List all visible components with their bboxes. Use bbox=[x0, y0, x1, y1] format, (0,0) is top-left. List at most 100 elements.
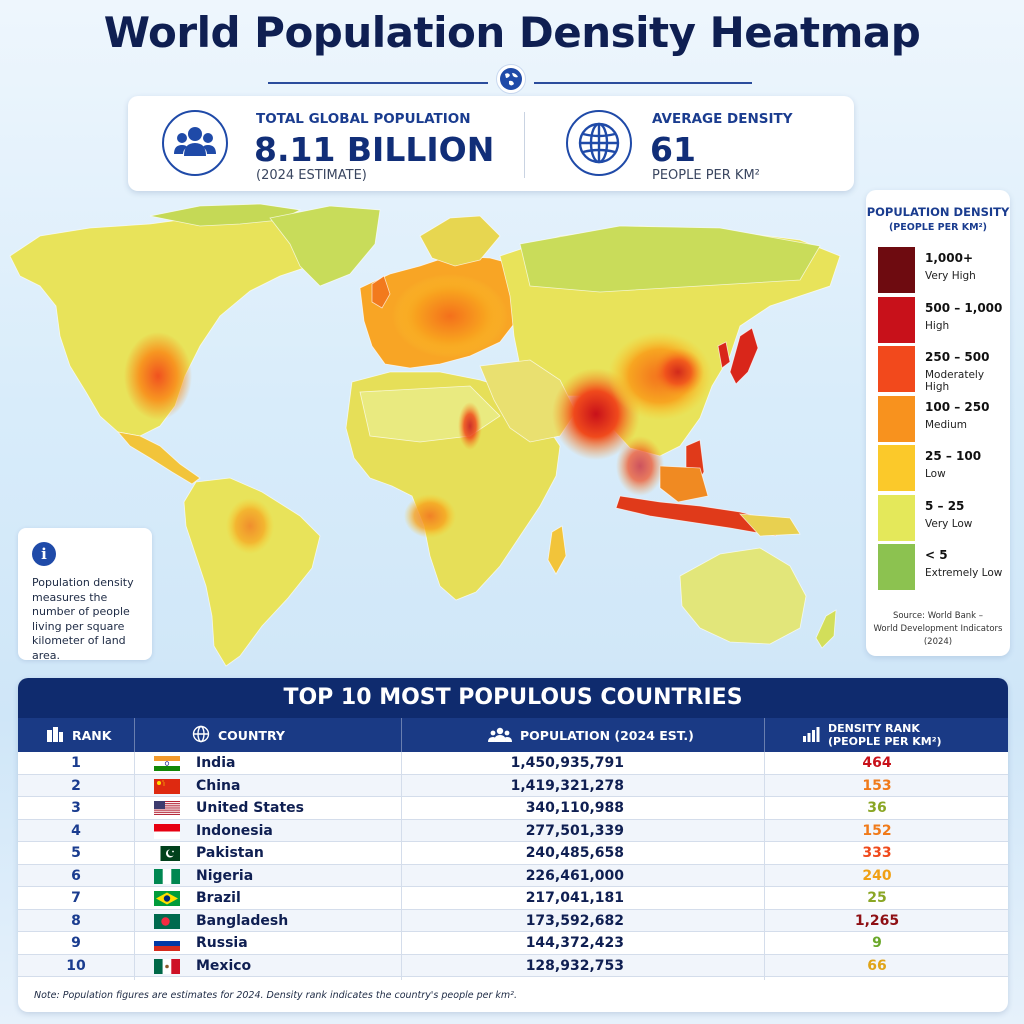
rank-cell: 7 bbox=[71, 890, 81, 906]
people-icon bbox=[162, 110, 228, 176]
legend-range: 5 – 25 bbox=[925, 498, 965, 513]
density-cell: 25 bbox=[867, 890, 887, 906]
greenland bbox=[269, 205, 381, 287]
population-cell: 277,501,339 bbox=[525, 822, 624, 839]
people-icon bbox=[488, 726, 512, 745]
country-cell: Indonesia bbox=[196, 822, 273, 839]
country-cell: Nigeria bbox=[196, 867, 254, 884]
bar-chart-icon bbox=[802, 726, 820, 745]
legend-swatch bbox=[878, 247, 915, 293]
legend-swatch bbox=[878, 296, 915, 343]
legend-desc: Very Low bbox=[925, 517, 973, 530]
table-row: 3 United States 340,110,988 36 bbox=[18, 797, 1008, 820]
legend-item: < 5 Extremely Low bbox=[878, 544, 1006, 590]
legend-desc: Moderately High bbox=[925, 369, 985, 393]
india-flag-icon bbox=[154, 756, 180, 771]
population-cell: 173,592,682 bbox=[525, 912, 624, 929]
source-line-1: Source: World Bank – bbox=[892, 611, 984, 621]
building-icon bbox=[46, 726, 64, 745]
legend-range: 500 – 1,000 bbox=[925, 300, 1003, 315]
indonesia bbox=[615, 495, 781, 537]
country-header: COUNTRY bbox=[192, 718, 285, 752]
rank-header-label: RANK bbox=[72, 727, 112, 743]
source-line-2: World Development Indicators (2024) bbox=[873, 624, 1003, 647]
legend-range: 100 – 250 bbox=[925, 399, 990, 414]
density-value: 61 bbox=[650, 130, 696, 169]
mexico-flag-icon bbox=[154, 958, 180, 974]
bangladesh-flag-icon bbox=[154, 913, 180, 929]
korea bbox=[717, 341, 731, 369]
legend-desc: Low bbox=[925, 468, 946, 480]
density-header-unit: (PEOPLE PER KM²) bbox=[828, 735, 942, 748]
legend-swatch bbox=[878, 494, 915, 541]
legend-desc: Medium bbox=[925, 418, 967, 431]
table-row: 1 India 1,450,935,791 464 bbox=[18, 752, 1008, 775]
legend-item: 25 – 100 Low bbox=[878, 445, 1006, 491]
brazil-flag-icon bbox=[154, 891, 180, 906]
nigeria-flag-icon bbox=[154, 868, 180, 884]
legend-swatch bbox=[878, 346, 915, 392]
table-row: 2 China 1,419,321,278 153 bbox=[18, 774, 1008, 797]
legend-desc: Very High bbox=[925, 270, 976, 282]
country-header-label: COUNTRY bbox=[218, 727, 285, 743]
madagascar bbox=[547, 525, 567, 575]
density-cell: 66 bbox=[867, 957, 887, 974]
table-note: Note: Population figures are estimates f… bbox=[34, 990, 517, 1001]
country-cell: Brazil bbox=[196, 890, 241, 906]
legend-item: 100 – 250 Medium bbox=[878, 395, 1006, 442]
indonesia-flag-icon bbox=[154, 823, 180, 839]
country-cell: Pakistan bbox=[196, 845, 264, 861]
density-hotspots bbox=[124, 274, 712, 554]
page-title: World Population Density Heatmap bbox=[103, 8, 921, 57]
russia-flag-icon bbox=[154, 936, 180, 951]
population-cell: 217,041,181 bbox=[525, 890, 624, 906]
table-title: TOP 10 MOST POPULOUS COUNTRIES bbox=[18, 678, 1008, 718]
population-header: POPULATION (2024 EST.) bbox=[488, 718, 694, 752]
borneo bbox=[659, 465, 709, 503]
rank-cell: 2 bbox=[71, 777, 81, 794]
density-legend: POPULATION DENSITY (PEOPLE PER KM²) 1,00… bbox=[866, 190, 1010, 656]
table-row: 10 Mexico 128,932,753 66 bbox=[18, 954, 1008, 977]
china-flag-icon bbox=[154, 778, 180, 794]
info-box: i Population density measures the number… bbox=[18, 528, 152, 662]
rank-cell: 4 bbox=[71, 822, 81, 839]
legend-item: 250 – 500 Moderately High bbox=[878, 346, 1006, 393]
legend-item: 500 – 1,000 High bbox=[878, 296, 1006, 343]
legend-swatch bbox=[878, 445, 915, 491]
legend-item: 5 – 25 Very Low bbox=[878, 494, 1006, 541]
density-cell: 9 bbox=[872, 935, 882, 951]
density-cell: 240 bbox=[862, 867, 892, 884]
population-value: 8.11 BILLION bbox=[254, 130, 495, 169]
density-label: AVERAGE DENSITY bbox=[652, 111, 793, 127]
new-guinea bbox=[739, 513, 801, 537]
central-america bbox=[116, 431, 201, 485]
globe-icon bbox=[496, 64, 526, 94]
density-cell: 1,265 bbox=[854, 912, 900, 929]
population-cell: 1,419,321,278 bbox=[510, 777, 624, 794]
legend-range: < 5 bbox=[925, 548, 948, 562]
legend-item: 1,000+ Very High bbox=[878, 247, 1006, 293]
world-density-map bbox=[9, 203, 841, 667]
legend-range: 25 – 100 bbox=[925, 449, 982, 463]
info-icon: i bbox=[32, 542, 56, 566]
legend-unit: (PEOPLE PER KM²) bbox=[888, 222, 988, 233]
density-header: DENSITY RANK (PEOPLE PER KM²) bbox=[802, 718, 942, 752]
table-row: 7 Brazil 217,041,181 25 bbox=[18, 887, 1008, 910]
density-header-label: DENSITY RANK bbox=[828, 722, 920, 735]
table-row: 4 Indonesia 277,501,339 152 bbox=[18, 819, 1008, 842]
scandinavia bbox=[419, 215, 501, 267]
usa-flag-icon bbox=[154, 801, 180, 816]
uk bbox=[371, 275, 391, 309]
table-row: 8 Bangladesh 173,592,682 1,265 bbox=[18, 909, 1008, 932]
rank-cell: 9 bbox=[71, 935, 81, 951]
rank-cell: 10 bbox=[66, 957, 86, 974]
legend-desc: High bbox=[925, 319, 950, 332]
populous-countries-table: TOP 10 MOST POPULOUS COUNTRIES RANK COUN… bbox=[18, 678, 1008, 1012]
population-cell: 1,450,935,791 bbox=[510, 755, 624, 771]
japan bbox=[729, 327, 759, 385]
globe-icon bbox=[566, 110, 632, 176]
population-cell: 226,461,000 bbox=[525, 867, 624, 884]
table-row: 5 Pakistan 240,485,658 333 bbox=[18, 842, 1008, 865]
legend-swatch bbox=[878, 544, 915, 590]
title-divider bbox=[0, 78, 1024, 88]
